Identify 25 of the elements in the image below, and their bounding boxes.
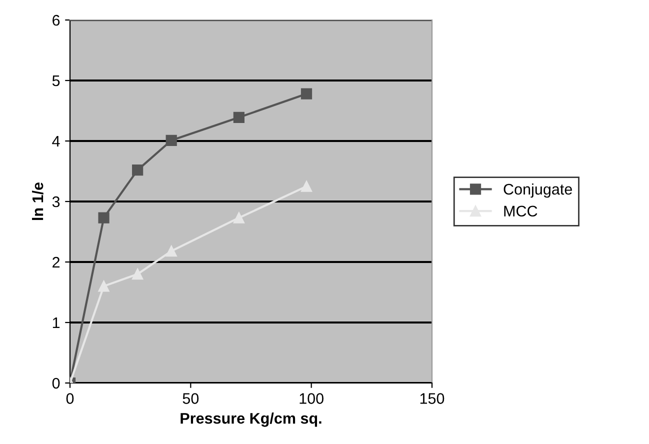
- y-tick-label: 3: [52, 196, 60, 208]
- x-tick-label: 0: [66, 393, 74, 404]
- legend-label: Conjugate: [504, 183, 572, 198]
- x-tick-label: 100: [300, 393, 324, 404]
- x-tick-label: 150: [420, 393, 444, 404]
- point: [300, 88, 312, 100]
- point: [233, 212, 244, 224]
- point: [300, 180, 312, 192]
- y-tick-label: 4: [52, 136, 60, 147]
- point: [132, 268, 144, 280]
- point: [98, 212, 110, 224]
- x-axis-title: Pressure Kg/cm sq.: [180, 412, 322, 427]
- point: [166, 246, 177, 257]
- point: [132, 164, 144, 176]
- y-tick-label: 6: [52, 14, 60, 26]
- y-tick-label: 5: [52, 76, 60, 86]
- legend-label: MCC: [504, 206, 538, 217]
- point: [166, 134, 177, 146]
- y-tick-label: 1: [52, 318, 60, 328]
- point: [98, 280, 110, 292]
- x-tick-label: 50: [182, 393, 199, 404]
- y-axis-title: ln 1/e: [32, 182, 44, 220]
- point: [233, 112, 244, 123]
- y-tick-label: 2: [52, 256, 60, 268]
- y-tick-label: 0: [52, 378, 60, 389]
